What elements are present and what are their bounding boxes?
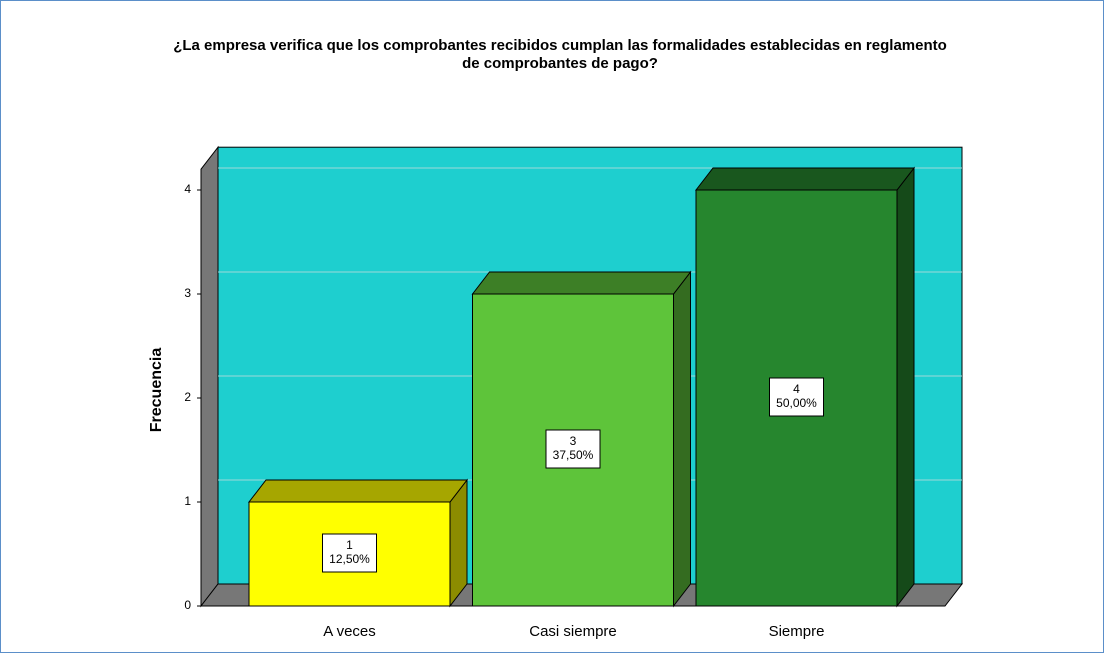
- y-tick-label: 2: [184, 390, 191, 404]
- data-label: 12,50%: [329, 552, 370, 566]
- y-tick-label: 3: [184, 286, 191, 300]
- data-label: 3: [570, 434, 577, 448]
- data-label: 1: [346, 538, 353, 552]
- y-axis-label: Frecuencia: [148, 348, 165, 433]
- y-tick-label: 4: [184, 182, 191, 196]
- data-label-box: [769, 377, 824, 417]
- data-label: 50,00%: [776, 396, 817, 410]
- data-label: 4: [793, 382, 800, 396]
- y-tick-label: 0: [184, 598, 191, 612]
- bar-side: [896, 166, 915, 608]
- bar-top: [694, 167, 916, 191]
- bar-top: [247, 479, 469, 503]
- chart-title: de comprobantes de pago?: [462, 55, 658, 72]
- left-wall: [200, 145, 219, 608]
- x-tick-label: Siempre: [769, 623, 825, 640]
- x-tick-label: A veces: [323, 623, 376, 640]
- bar-top: [471, 271, 692, 295]
- data-label: 37,50%: [553, 448, 594, 462]
- x-tick-label: Casi siempre: [529, 623, 617, 640]
- bar-side: [673, 270, 691, 608]
- data-label-box: [322, 533, 377, 573]
- y-tick-label: 1: [184, 494, 191, 508]
- data-label-box: [545, 429, 601, 469]
- chart-title: ¿La empresa verifica que los comprobante…: [173, 37, 947, 54]
